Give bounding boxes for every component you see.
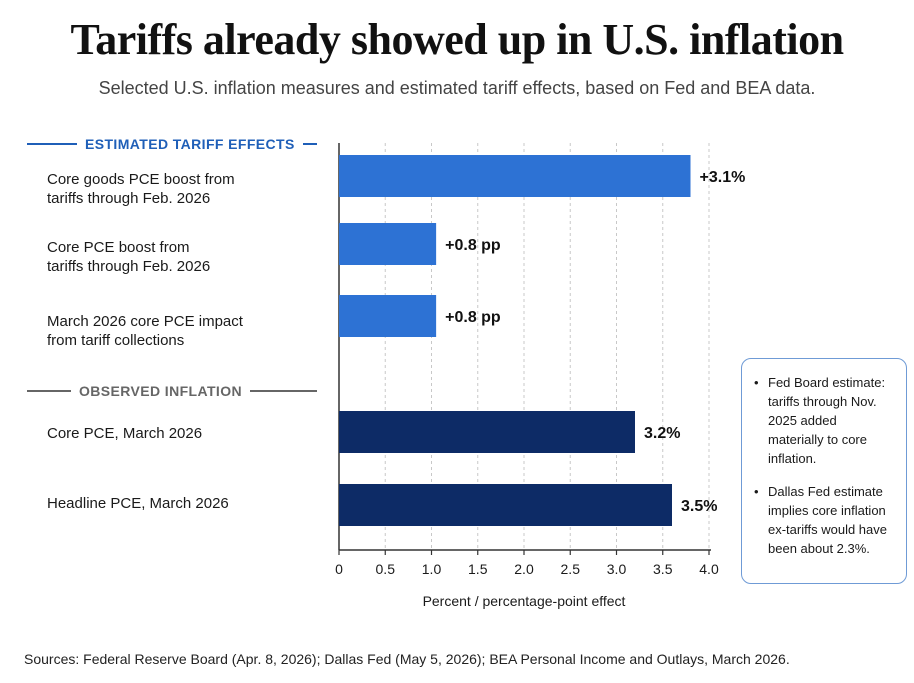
bar-value-label: 3.5% xyxy=(681,498,717,515)
x-tick-label: 0 xyxy=(335,561,343,577)
bullet-icon: • xyxy=(754,375,759,390)
x-tick-label: 4.0 xyxy=(699,561,719,577)
bullet-icon: • xyxy=(754,484,759,499)
x-tick-label: 2.0 xyxy=(514,561,534,577)
source-note: Sources: Federal Reserve Board (Apr. 8, … xyxy=(24,651,790,667)
note-text: Fed Board estimate: tariffs through Nov.… xyxy=(768,375,886,466)
row-label-line1: March 2026 core PCE impact xyxy=(47,313,243,330)
row-label-line2: tariffs through Feb. 2026 xyxy=(47,190,211,207)
bar-value-label: +0.8 pp xyxy=(445,309,501,326)
tariff-header-rule-left xyxy=(27,143,77,145)
bar xyxy=(339,295,437,337)
tariff-section-header: ESTIMATED TARIFF EFFECTS xyxy=(27,134,317,154)
chart-subtitle: Selected U.S. inflation measures and est… xyxy=(98,78,816,98)
note-item: • Dallas Fed estimate implies core infla… xyxy=(754,482,894,558)
x-tick-label: 2.5 xyxy=(561,561,581,577)
observed-header-rule-right xyxy=(250,390,317,392)
row-label-headline-pce: Headline PCE, March 2026 xyxy=(47,494,307,513)
bar xyxy=(339,155,691,197)
bar xyxy=(339,223,437,265)
tariff-header-rule-right xyxy=(302,143,317,145)
row-label-core-goods: Core goods PCE boost from tariffs throug… xyxy=(47,170,307,208)
bar-value-label: +3.1% xyxy=(700,169,746,186)
x-tick-label: 3.0 xyxy=(607,561,627,577)
row-label-line2: from tariff collections xyxy=(47,332,185,349)
x-tick-label: 1.5 xyxy=(468,561,488,577)
chart-title: Tariffs already showed up in U.S. inflat… xyxy=(70,15,844,64)
note-item: • Fed Board estimate: tariffs through No… xyxy=(754,373,894,468)
observed-section-header: OBSERVED INFLATION xyxy=(27,381,317,401)
x-tick-label: 3.5 xyxy=(653,561,673,577)
note-box: • Fed Board estimate: tariffs through No… xyxy=(741,358,907,584)
row-label-line1: Core PCE, March 2026 xyxy=(47,425,203,442)
x-axis-label: Percent / percentage-point effect xyxy=(423,593,626,609)
row-label-line1: Core goods PCE boost from xyxy=(47,171,235,188)
x-tick-label: 1.0 xyxy=(422,561,442,577)
row-label-march-impact: March 2026 core PCE impact from tariff c… xyxy=(47,312,307,350)
observed-header-text: OBSERVED INFLATION xyxy=(79,383,243,399)
tariff-header-text: ESTIMATED TARIFF EFFECTS xyxy=(85,136,295,152)
bar xyxy=(339,411,635,453)
row-label-core-pce-march: Core PCE, March 2026 xyxy=(47,424,307,443)
row-label-core-pce-boost: Core PCE boost from tariffs through Feb.… xyxy=(47,238,307,276)
x-tick-label: 0.5 xyxy=(376,561,396,577)
bar-value-label: 3.2% xyxy=(644,425,680,442)
bar xyxy=(339,484,672,526)
row-label-line1: Headline PCE, March 2026 xyxy=(47,495,229,512)
note-text: Dallas Fed estimate implies core inflati… xyxy=(768,484,887,556)
row-label-line1: Core PCE boost from xyxy=(47,239,190,256)
row-label-line2: tariffs through Feb. 2026 xyxy=(47,258,211,275)
observed-header-rule-left xyxy=(27,390,71,392)
bar-value-label: +0.8 pp xyxy=(445,237,501,254)
